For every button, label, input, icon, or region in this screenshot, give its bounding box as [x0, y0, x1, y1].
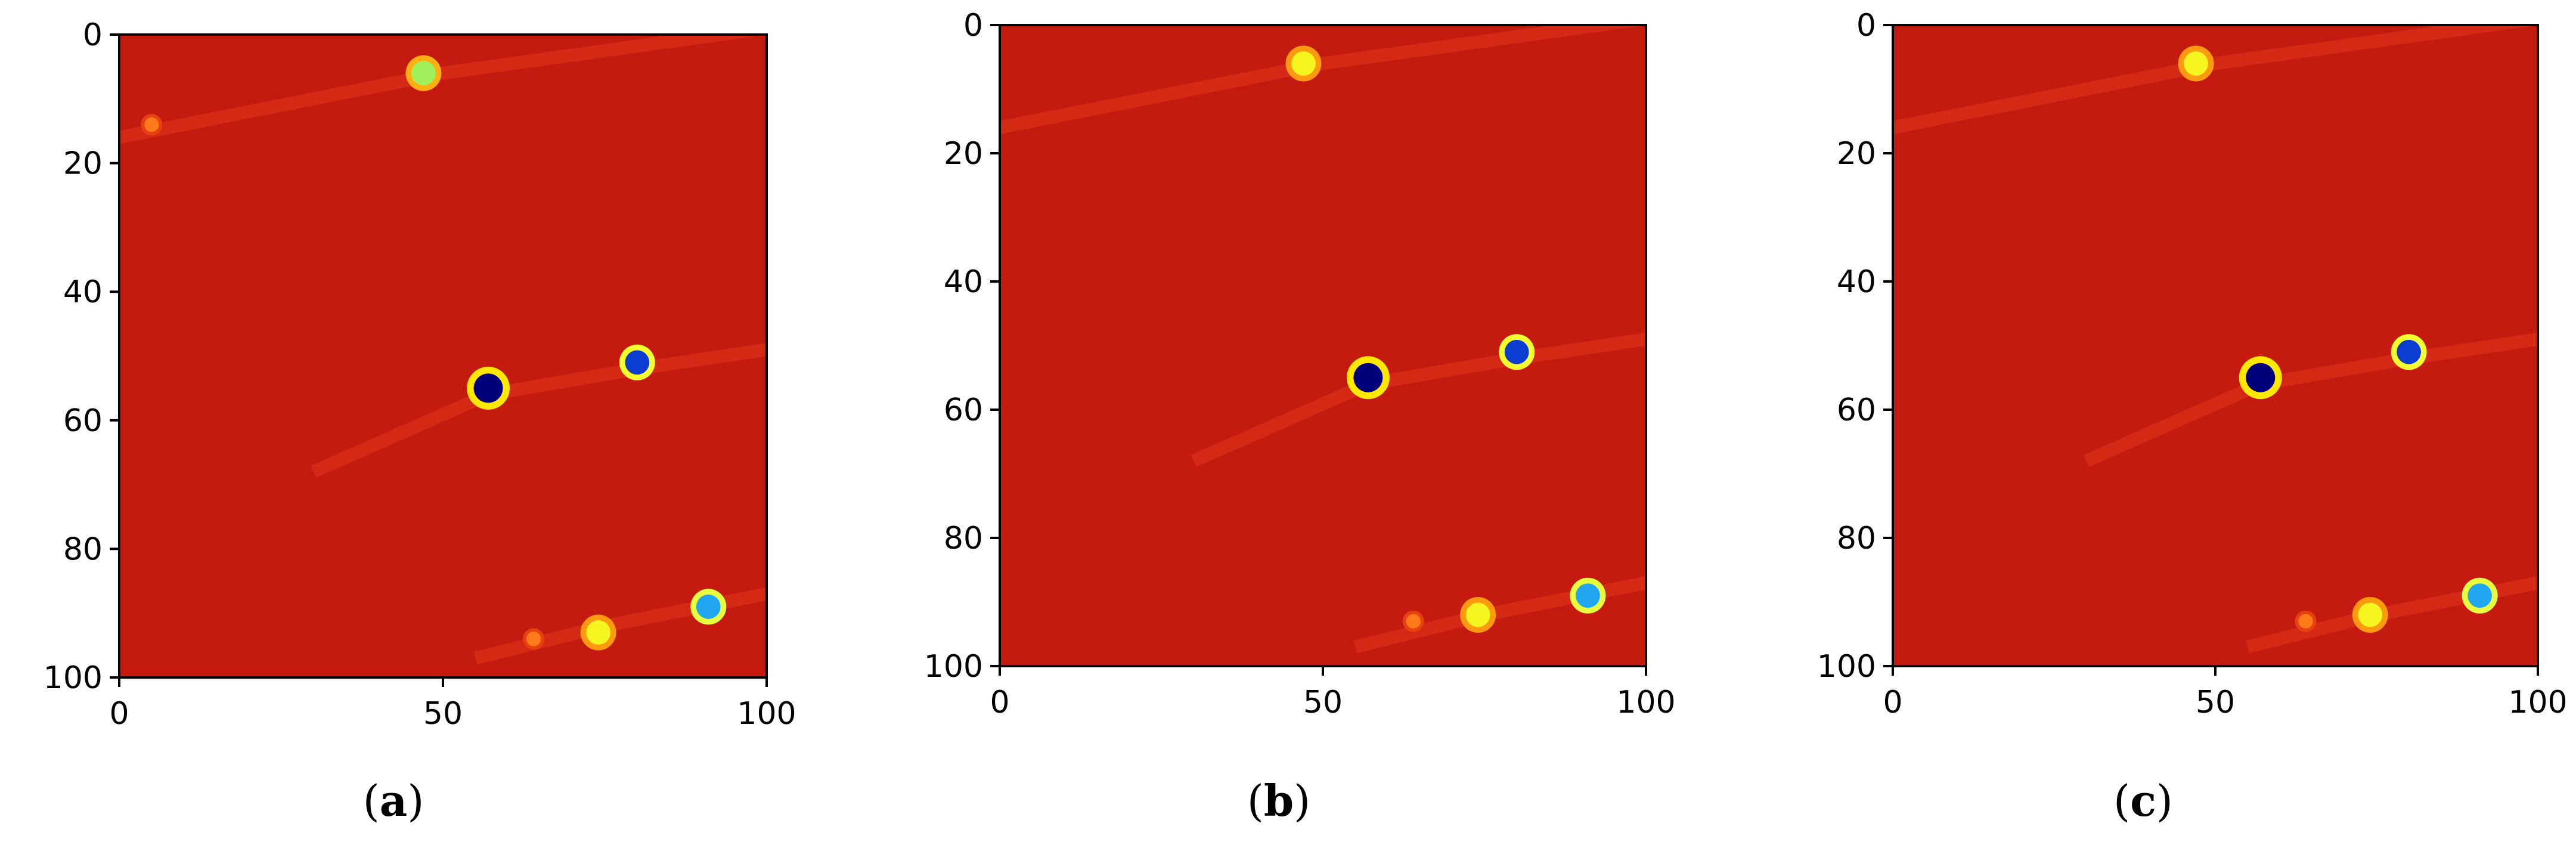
- spot-blue: [1504, 339, 1529, 364]
- caption-b: (b): [1247, 775, 1311, 826]
- y-tick-label: 60: [1837, 392, 1876, 428]
- y-tick-label: 60: [63, 403, 103, 439]
- x-tick-label: 100: [1616, 685, 1675, 720]
- x-tick-label: 50: [423, 696, 463, 732]
- y-tick-label: 80: [944, 521, 983, 556]
- spot-yellow: [586, 620, 611, 645]
- panel-b: 0 50 100 0 20 40 60 80 100 (b): [858, 0, 1717, 851]
- y-tick-label: 20: [944, 136, 983, 172]
- streak-track: [1191, 332, 1646, 468]
- panel-a: 0 50 100 0 20 40 60 80 100 (a): [0, 0, 858, 851]
- y-tick-label: 40: [1837, 264, 1876, 300]
- y-tick-label: 20: [1837, 136, 1876, 172]
- streak-track: [119, 35, 767, 144]
- panel-c: 0 50 100 0 20 40 60 80 100 (c): [1717, 0, 2576, 851]
- y-tick-label: 80: [1837, 521, 1876, 556]
- spot-orange: [526, 632, 541, 646]
- x-tick-label: 50: [2196, 685, 2235, 720]
- spot-blue: [2397, 339, 2421, 364]
- y-tick-label: 0: [963, 8, 983, 44]
- spot-dark-blue: [2246, 363, 2276, 392]
- spot-yellow: [1291, 51, 1316, 76]
- heatmap-background: [119, 35, 767, 677]
- streak-track: [1893, 25, 2538, 134]
- streak-track: [311, 343, 767, 478]
- x-tick-label: 50: [1303, 685, 1343, 720]
- spot-orange: [144, 117, 159, 132]
- spot-cyan: [1576, 583, 1600, 608]
- streak-track: [1000, 25, 1646, 134]
- y-tick-label: 100: [44, 660, 103, 696]
- spot-yellow: [2184, 51, 2208, 76]
- y-tick-label: 0: [83, 17, 103, 53]
- spot-blue: [625, 350, 650, 375]
- y-tick-label: 20: [63, 146, 103, 182]
- x-tick-label: 0: [109, 696, 129, 732]
- y-tick-label: 100: [924, 649, 983, 685]
- caption-c: (c): [2113, 775, 2174, 826]
- spot-yellow-green: [411, 61, 436, 86]
- x-tick-label: 0: [1883, 685, 1902, 720]
- y-tick-label: 60: [944, 392, 983, 428]
- spot-dark-blue: [1353, 363, 1383, 392]
- x-tick-label: 100: [2508, 685, 2567, 720]
- x-tick-label: 100: [737, 696, 796, 732]
- spot-cyan: [2467, 583, 2493, 608]
- spot-cyan: [696, 595, 721, 619]
- spot-orange: [1406, 614, 1421, 629]
- y-tick-label: 40: [944, 264, 983, 300]
- heatmap-background: [1893, 25, 2538, 666]
- heatmap-background: [1000, 25, 1646, 666]
- spot-yellow: [1465, 602, 1490, 627]
- y-tick-label: 80: [63, 531, 103, 567]
- y-tick-label: 0: [1856, 8, 1876, 44]
- spot-dark-blue: [473, 373, 503, 403]
- y-tick-label: 100: [1817, 649, 1876, 685]
- spot-orange: [2298, 614, 2313, 629]
- caption-a: (a): [362, 775, 424, 826]
- spot-yellow: [2358, 602, 2383, 627]
- y-tick-label: 40: [63, 274, 103, 310]
- x-tick-label: 0: [990, 685, 1009, 720]
- streak-track: [2084, 332, 2538, 468]
